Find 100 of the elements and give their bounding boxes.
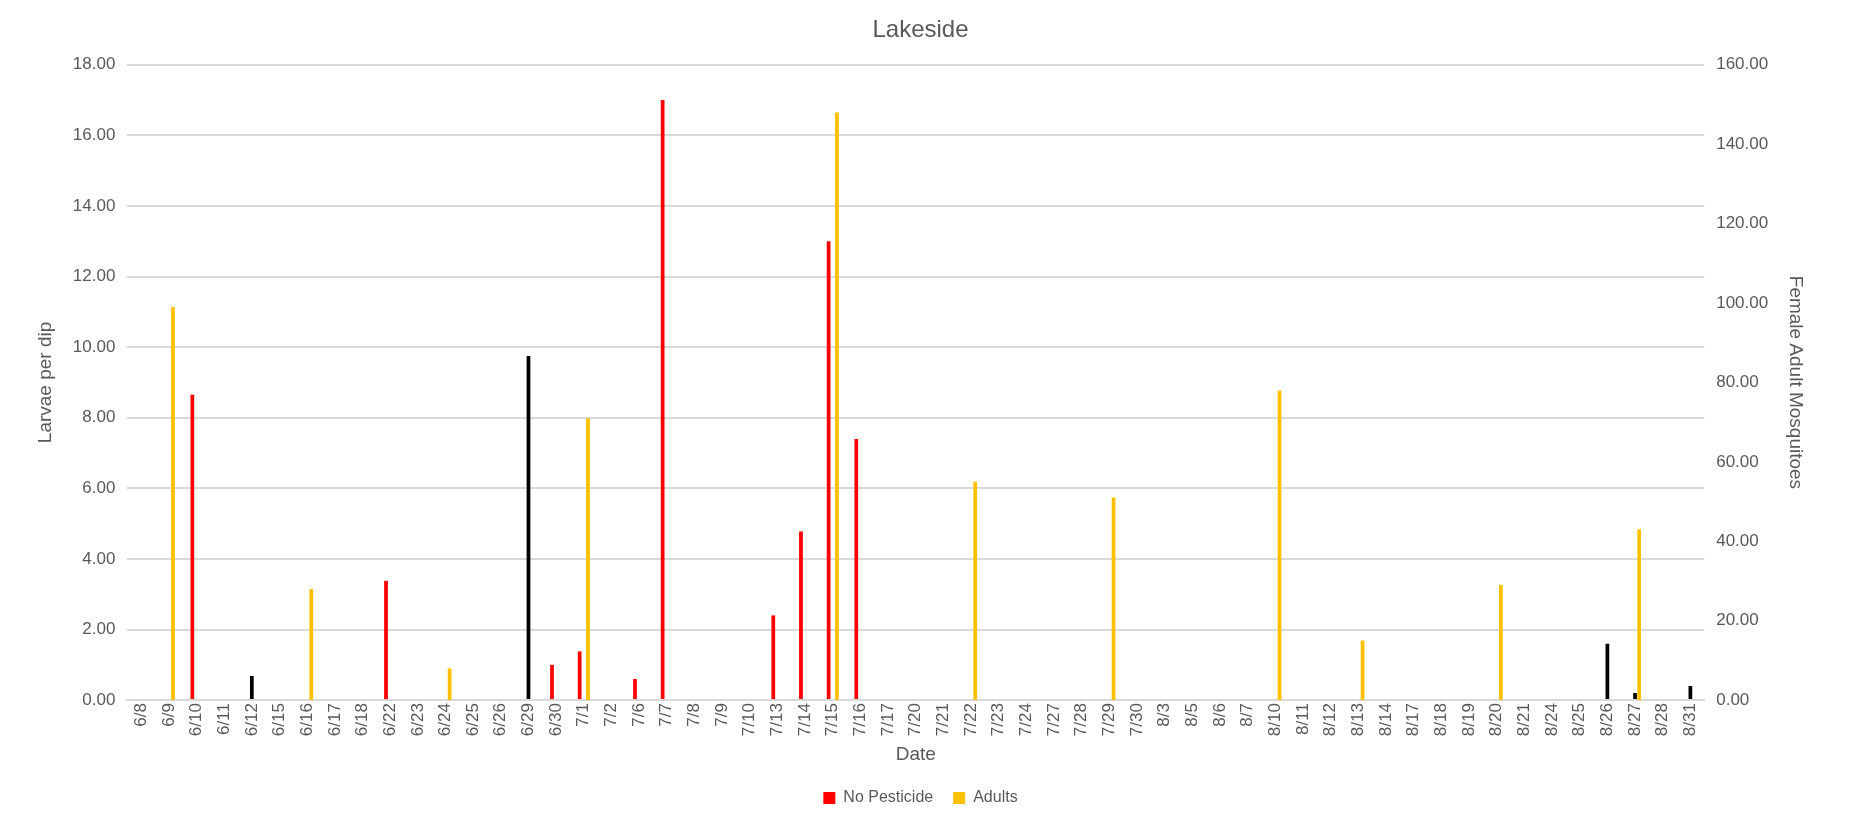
x-tick-label: 7/27	[1043, 703, 1063, 737]
x-tick-label: 8/7	[1237, 703, 1257, 727]
legend-label: Adults	[973, 788, 1018, 806]
y2-tick-label: 160.00	[1716, 54, 1769, 74]
bar	[799, 531, 803, 700]
y2-axis-title: Female Adult Mosquitoes	[1786, 275, 1808, 490]
y2-tick-label: 120.00	[1716, 213, 1769, 233]
x-tick-label: 8/31	[1680, 703, 1700, 737]
x-tick-label: 8/24	[1541, 703, 1561, 737]
x-tick-label: 6/10	[186, 703, 206, 737]
x-tick-label: 7/1	[573, 703, 593, 727]
y-tick-label: 6.00	[82, 478, 116, 498]
y2-tick-label: 0.00	[1716, 689, 1750, 709]
x-tick-label: 7/6	[628, 703, 648, 727]
x-tick-label: 7/10	[739, 703, 759, 737]
x-tick-label: 7/22	[960, 703, 980, 737]
bar	[550, 664, 554, 700]
x-tick-label: 6/9	[158, 703, 178, 727]
x-axis-title: Date	[895, 742, 936, 764]
y-tick-label: 10.00	[72, 336, 116, 356]
y-tick-label: 4.00	[82, 548, 116, 568]
x-tick-label: 7/20	[905, 703, 925, 737]
x-tick-label: 6/26	[490, 703, 510, 737]
x-tick-label: 8/26	[1597, 703, 1617, 737]
bar	[633, 678, 637, 700]
x-tick-label: 6/11	[213, 703, 233, 735]
x-tick-label: 7/29	[1099, 703, 1119, 737]
x-tick-label: 7/7	[656, 703, 676, 727]
x-tick-label: 6/25	[462, 703, 482, 737]
x-tick-label: 6/23	[407, 703, 427, 737]
bar	[577, 651, 582, 700]
x-tick-label: 8/12	[1320, 703, 1340, 737]
x-tick-label: 7/13	[767, 703, 787, 737]
y-tick-label: 12.00	[72, 266, 116, 286]
bar	[190, 394, 195, 700]
x-tick-label: 6/22	[379, 703, 399, 737]
chart-title: Lakeside	[872, 15, 969, 43]
x-tick-label: 7/9	[711, 703, 731, 727]
bar	[771, 615, 776, 700]
x-tick-label: 8/18	[1431, 703, 1451, 737]
y2-tick-label: 80.00	[1716, 372, 1759, 392]
x-tick-label: 8/19	[1458, 703, 1478, 737]
bar	[835, 112, 839, 701]
bar	[249, 676, 254, 700]
x-tick-label: 6/15	[269, 703, 289, 737]
x-tick-label: 8/17	[1403, 703, 1423, 737]
x-tick-label: 7/2	[601, 703, 621, 727]
y2-tick-label: 100.00	[1716, 292, 1769, 312]
x-tick-label: 7/17	[877, 703, 897, 737]
y2-tick-label: 60.00	[1716, 451, 1759, 471]
x-tick-label: 8/28	[1652, 703, 1672, 737]
x-tick-label: 7/14	[794, 703, 814, 737]
x-tick-label: 7/16	[850, 703, 870, 737]
y-tick-label: 14.00	[72, 195, 116, 215]
bar	[384, 580, 388, 700]
x-tick-label: 6/12	[241, 703, 261, 737]
bar	[309, 588, 314, 701]
x-tick-label: 6/24	[435, 703, 455, 737]
bar	[1637, 529, 1642, 701]
bar	[660, 100, 665, 700]
x-tick-label: 8/10	[1265, 703, 1285, 737]
x-tick-label: 8/5	[1182, 703, 1202, 727]
y-tick-label: 18.00	[72, 54, 116, 74]
x-tick-label: 8/21	[1514, 703, 1534, 737]
x-tick-label: 7/28	[1071, 703, 1091, 737]
bar	[171, 307, 175, 701]
x-tick-label: 6/29	[518, 703, 538, 737]
x-tick-label: 6/18	[352, 703, 372, 737]
x-tick-label: 7/21	[933, 703, 953, 737]
x-tick-label: 6/17	[324, 703, 344, 737]
y2-tick-label: 20.00	[1716, 610, 1759, 630]
x-tick-label: 8/13	[1348, 703, 1368, 737]
x-tick-label: 6/30	[545, 703, 565, 737]
bar	[1499, 584, 1503, 701]
legend-label: No Pesticide	[843, 788, 934, 806]
y-axis-title: Larvae per dip	[33, 321, 55, 444]
x-tick-label: 7/8	[684, 703, 704, 727]
bar	[1633, 693, 1637, 700]
x-tick-label: 8/14	[1375, 703, 1395, 737]
x-tick-label: 8/27	[1624, 703, 1644, 737]
bar	[854, 438, 859, 700]
x-tick-label: 8/20	[1486, 703, 1506, 737]
y-tick-label: 16.00	[72, 125, 116, 145]
y2-tick-label: 140.00	[1716, 133, 1769, 153]
x-tick-label: 7/24	[1016, 703, 1036, 737]
x-tick-label: 8/6	[1209, 703, 1229, 727]
y-tick-label: 2.00	[82, 619, 116, 639]
x-tick-label: 7/23	[988, 703, 1008, 737]
y2-tick-label: 40.00	[1716, 530, 1759, 550]
x-tick-label: 8/11	[1292, 703, 1312, 735]
x-tick-label: 8/25	[1569, 703, 1589, 737]
bar	[973, 481, 978, 701]
bar	[586, 418, 590, 701]
y-tick-label: 8.00	[82, 407, 116, 427]
y-tick-label: 0.00	[82, 689, 116, 709]
x-tick-label: 7/30	[1126, 703, 1146, 737]
x-tick-label: 6/8	[130, 703, 150, 727]
x-tick-label: 7/15	[822, 703, 842, 737]
x-tick-label: 6/16	[296, 703, 316, 737]
x-tick-label: 8/3	[1154, 703, 1174, 727]
